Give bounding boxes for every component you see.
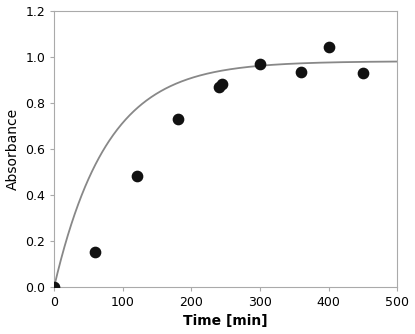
Point [216,84,222,89]
Point [219,81,226,87]
Y-axis label: Absorbance: Absorbance [5,108,20,190]
Point [51,284,57,290]
Point [257,61,264,66]
Point [325,45,332,50]
Point [298,69,305,74]
Point [133,174,140,179]
X-axis label: Time [min]: Time [min] [183,314,268,328]
Point [174,116,181,122]
Point [92,249,99,255]
Point [360,70,366,75]
